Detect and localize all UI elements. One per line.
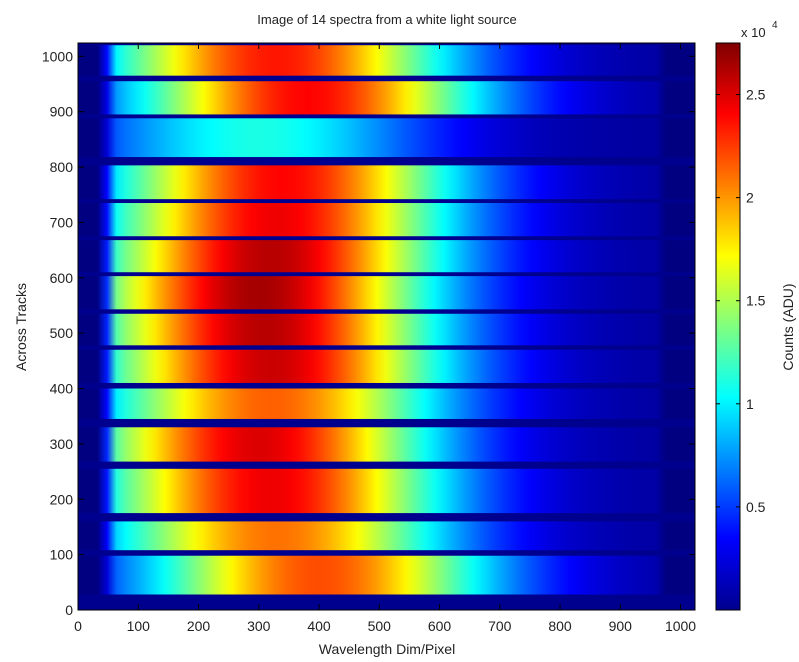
plot-frame [77, 42, 696, 611]
spectrum-band [78, 81, 695, 115]
spectrum-band [78, 203, 695, 237]
colorbar-scale-label: x 10 [741, 25, 766, 40]
spectrum-band [78, 118, 695, 158]
x-tick-label: 200 [187, 618, 211, 634]
colorbar-tick-label: 2.5 [746, 87, 766, 103]
y-tick-label: 900 [50, 104, 74, 120]
x-axis: 0 100 200 300 400 500 600 700 800 900 1000 [74, 43, 696, 634]
x-tick-label: 300 [247, 618, 271, 634]
spectrum-band [78, 313, 695, 346]
x-tick-label: 0 [74, 618, 82, 634]
y-tick-label: 500 [50, 325, 74, 341]
y-tick-label: 100 [50, 547, 74, 563]
x-tick-label: 500 [368, 618, 392, 634]
y-tick-label: 300 [50, 436, 74, 452]
spectrum-band [78, 165, 695, 200]
x-tick-label: 400 [307, 618, 331, 634]
colorbar-label: Counts (ADU) [780, 283, 796, 370]
y-tick-label: 200 [50, 491, 74, 507]
colorbar [715, 42, 741, 611]
spectrum-band [78, 468, 695, 514]
spectrum-band [78, 45, 695, 76]
x-tick-label: 1000 [665, 618, 696, 634]
colorbar-tick-label: 2 [746, 190, 754, 206]
spectrum-band [78, 555, 695, 595]
y-tick-label: 1000 [42, 48, 73, 64]
spectrum-band [78, 276, 695, 310]
colorbar-tick-label: 1 [746, 396, 754, 412]
x-tick-label: 100 [127, 618, 151, 634]
x-axis-label: Wavelength Dim/Pixel [319, 641, 455, 657]
y-axis-label: Across Tracks [13, 283, 29, 371]
y-tick-label: 400 [50, 381, 74, 397]
x-tick-label: 600 [428, 618, 452, 634]
y-tick-label: 0 [65, 602, 73, 618]
spectrum-band [78, 388, 695, 419]
colorbar-scale-exponent: 4 [772, 20, 778, 31]
spectrum-band [78, 521, 695, 551]
spectrum-band [78, 427, 695, 462]
colorbar-tick-label: 0.5 [746, 499, 766, 515]
x-tick-label: 900 [609, 618, 633, 634]
colorbar-ticks: 0.5 1 1.5 2 2.5 [716, 87, 766, 515]
y-tick-label: 600 [50, 270, 74, 286]
colorbar-tick-label: 1.5 [746, 293, 766, 309]
spectrum-band [78, 240, 695, 273]
y-tick-label: 700 [50, 214, 74, 230]
chart-title: Image of 14 spectra from a white light s… [257, 12, 516, 27]
x-tick-label: 800 [548, 618, 572, 634]
heatmap-layer [78, 45, 695, 595]
x-tick-label: 700 [488, 618, 512, 634]
spectrum-band [78, 349, 695, 383]
y-axis: 0 100 200 300 400 500 600 700 800 900 1000 [42, 48, 695, 618]
y-tick-label: 800 [50, 159, 74, 175]
